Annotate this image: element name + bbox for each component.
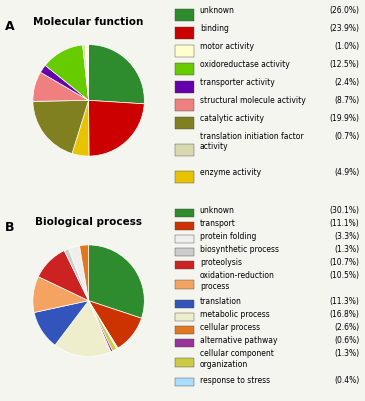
Text: response to stress: response to stress xyxy=(200,375,270,385)
Text: (12.5%): (12.5%) xyxy=(330,60,360,69)
Text: unknown: unknown xyxy=(200,206,235,215)
Wedge shape xyxy=(89,301,118,349)
Bar xyxy=(176,313,194,321)
Text: (26.0%): (26.0%) xyxy=(330,6,360,15)
Bar xyxy=(176,117,194,129)
Text: (30.1%): (30.1%) xyxy=(330,206,360,215)
Text: (3.3%): (3.3%) xyxy=(334,232,360,241)
Text: (19.9%): (19.9%) xyxy=(330,114,360,123)
Text: (8.7%): (8.7%) xyxy=(334,96,360,105)
Text: translation initiation factor
activity: translation initiation factor activity xyxy=(200,132,303,151)
Text: translation: translation xyxy=(200,298,242,306)
Text: B: B xyxy=(5,221,15,234)
Wedge shape xyxy=(89,301,117,351)
Wedge shape xyxy=(38,251,89,301)
Text: (0.4%): (0.4%) xyxy=(334,375,360,385)
Wedge shape xyxy=(89,245,144,318)
Wedge shape xyxy=(45,45,89,100)
Text: (23.9%): (23.9%) xyxy=(330,24,360,33)
Text: enzyme activity: enzyme activity xyxy=(200,168,261,177)
Bar xyxy=(176,81,194,93)
Text: Molecular function: Molecular function xyxy=(34,17,144,27)
Text: (16.8%): (16.8%) xyxy=(330,310,360,320)
Text: oxidoreductase activity: oxidoreductase activity xyxy=(200,60,289,69)
Text: (2.6%): (2.6%) xyxy=(334,324,360,332)
Wedge shape xyxy=(85,45,89,100)
Text: (1.3%): (1.3%) xyxy=(334,245,360,254)
Text: biosynthetic process: biosynthetic process xyxy=(200,245,279,254)
Text: Biological process: Biological process xyxy=(35,217,142,227)
Wedge shape xyxy=(89,100,144,156)
Wedge shape xyxy=(89,301,113,352)
Bar xyxy=(176,27,194,39)
Wedge shape xyxy=(89,45,144,104)
Text: motor activity: motor activity xyxy=(200,42,254,51)
Text: (0.6%): (0.6%) xyxy=(334,336,360,346)
Text: (2.4%): (2.4%) xyxy=(334,78,360,87)
Text: A: A xyxy=(5,20,15,33)
Text: alternative pathway: alternative pathway xyxy=(200,336,277,346)
Text: (10.7%): (10.7%) xyxy=(330,258,360,267)
Wedge shape xyxy=(33,72,89,101)
Text: (1.0%): (1.0%) xyxy=(334,42,360,51)
Wedge shape xyxy=(82,45,89,100)
Bar xyxy=(176,326,194,334)
Text: (0.7%): (0.7%) xyxy=(334,132,360,141)
Text: binding: binding xyxy=(200,24,229,33)
Wedge shape xyxy=(41,65,89,100)
Wedge shape xyxy=(34,301,89,345)
Text: cellular component
organization: cellular component organization xyxy=(200,350,274,369)
Bar xyxy=(176,144,194,156)
Text: cellular process: cellular process xyxy=(200,324,260,332)
Text: (1.3%): (1.3%) xyxy=(334,350,360,358)
Bar xyxy=(176,300,194,308)
Text: transporter activity: transporter activity xyxy=(200,78,274,87)
Bar xyxy=(176,235,194,243)
Text: proteolysis: proteolysis xyxy=(200,258,242,267)
Wedge shape xyxy=(72,100,89,156)
Bar xyxy=(176,63,194,75)
Text: structural molecule activity: structural molecule activity xyxy=(200,96,306,105)
Text: metabolic process: metabolic process xyxy=(200,310,270,320)
Text: unknown: unknown xyxy=(200,6,235,15)
Text: protein folding: protein folding xyxy=(200,232,256,241)
Bar xyxy=(176,222,194,230)
Text: (10.5%): (10.5%) xyxy=(330,271,360,280)
Bar xyxy=(176,261,194,269)
Bar xyxy=(176,9,194,21)
Text: (11.1%): (11.1%) xyxy=(330,219,360,228)
Text: catalytic activity: catalytic activity xyxy=(200,114,264,123)
Wedge shape xyxy=(55,301,111,356)
Bar xyxy=(176,378,194,386)
Text: transport: transport xyxy=(200,219,236,228)
Wedge shape xyxy=(80,245,89,301)
Bar xyxy=(176,358,194,367)
Bar xyxy=(176,339,194,347)
Bar xyxy=(176,247,194,256)
Text: oxidation-reduction
process: oxidation-reduction process xyxy=(200,271,275,291)
Bar xyxy=(176,209,194,217)
Wedge shape xyxy=(64,249,89,301)
Text: (4.9%): (4.9%) xyxy=(334,168,360,177)
Wedge shape xyxy=(33,277,89,312)
Wedge shape xyxy=(68,246,89,301)
Wedge shape xyxy=(89,301,142,348)
Bar xyxy=(176,99,194,111)
Bar xyxy=(176,280,194,289)
Wedge shape xyxy=(33,100,89,154)
Bar xyxy=(176,171,194,182)
Bar xyxy=(176,45,194,57)
Text: (11.3%): (11.3%) xyxy=(330,298,360,306)
